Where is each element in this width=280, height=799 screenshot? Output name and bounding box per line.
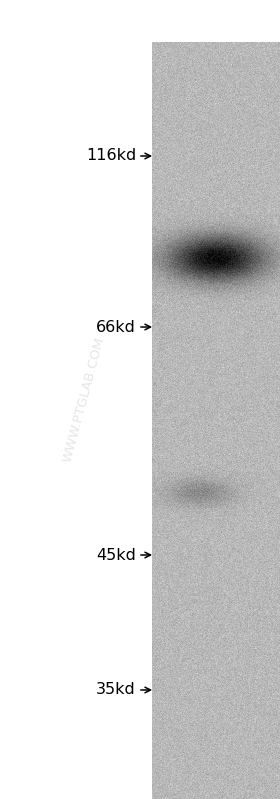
Text: WWW.PTGLAB.COM: WWW.PTGLAB.COM [61, 336, 107, 463]
Text: 45kd: 45kd [96, 547, 136, 562]
Text: 116kd: 116kd [86, 149, 136, 164]
Text: 35kd: 35kd [96, 682, 136, 698]
Text: 66kd: 66kd [96, 320, 136, 335]
